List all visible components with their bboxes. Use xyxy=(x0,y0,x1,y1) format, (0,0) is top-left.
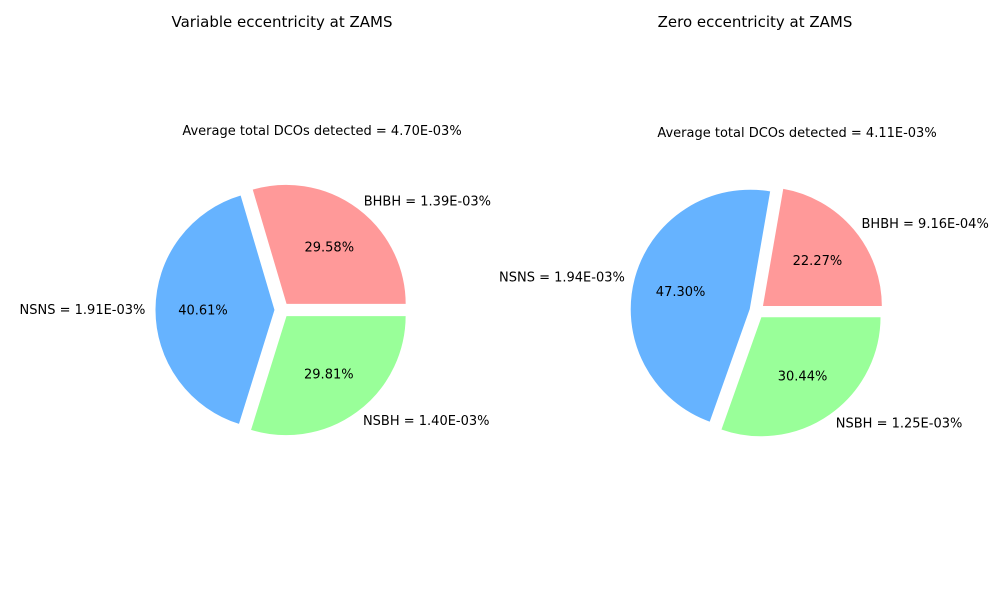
slice-category-label: NSNS = 1.94E-03% xyxy=(499,270,625,285)
slice-category-label: NSNS = 1.91E-03% xyxy=(20,303,146,318)
slice-category-label: NSBH = 1.25E-03% xyxy=(836,417,963,432)
chart-subtitle: Average total DCOs detected = 4.11E-03% xyxy=(657,126,936,141)
slice-percent-label: 40.61% xyxy=(178,303,228,318)
pie-slice-bhbh xyxy=(761,187,883,307)
pie-chart-zero: Zero eccentricity at ZAMS Average total … xyxy=(499,13,989,438)
pie-slice-nsbh xyxy=(249,315,407,437)
pie-slice-nsns xyxy=(154,194,276,426)
slice-category-label: NSBH = 1.40E-03% xyxy=(363,414,490,429)
pie-slice-nsns xyxy=(629,188,772,423)
slice-percent-label: 30.44% xyxy=(778,370,828,385)
chart-title: Variable eccentricity at ZAMS xyxy=(172,13,393,31)
slice-percent-label: 29.81% xyxy=(304,368,354,383)
slice-percent-label: 22.27% xyxy=(793,254,843,269)
slice-category-label: BHBH = 9.16E-04% xyxy=(862,217,989,232)
pie-slices: 29.58% BHBH = 1.39E-03% 40.61% NSNS = 1.91E… xyxy=(20,183,491,437)
slice-category-label: BHBH = 1.39E-03% xyxy=(364,195,491,210)
pie-slice-nsbh xyxy=(720,316,882,438)
slice-percent-label: 47.30% xyxy=(656,285,706,300)
pie-chart-variable: Variable eccentricity at ZAMS Average to… xyxy=(20,13,491,437)
pie-slices: 22.27% BHBH = 9.16E-04% 47.30% NSNS = 1.94E… xyxy=(499,187,989,438)
chart-title: Zero eccentricity at ZAMS xyxy=(658,13,853,31)
slice-percent-label: 29.58% xyxy=(304,241,354,256)
pie-slice-bhbh xyxy=(251,183,407,305)
chart-subtitle: Average total DCOs detected = 4.70E-03% xyxy=(182,124,461,139)
